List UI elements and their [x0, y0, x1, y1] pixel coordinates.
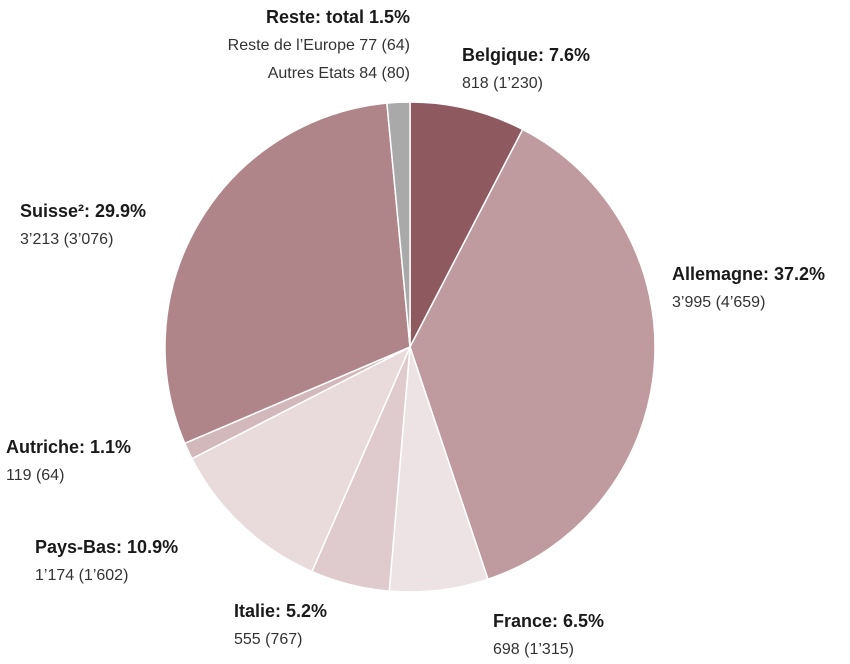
- slice-label: Autriche: 1.1%: [6, 437, 131, 457]
- slice-detail: 3’995 (4’659): [672, 294, 765, 311]
- pie-slice: [164, 102, 411, 445]
- slice-label: Allemagne: 37.2%: [672, 264, 825, 284]
- slice-label: Suisse²: 29.9%: [20, 201, 146, 221]
- slice-detail: 555 (767): [234, 631, 303, 648]
- slice-label: Pays-Bas: 10.9%: [35, 537, 178, 557]
- slice-detail: 698 (1’315): [493, 641, 574, 658]
- slice-detail: Reste de l’Europe 77 (64): [228, 37, 410, 54]
- slice-detail: 1’174 (1’602): [35, 567, 128, 584]
- pie-slice: [409, 128, 656, 581]
- slice-label: Reste: total 1.5%: [266, 7, 410, 27]
- pie-slice: [409, 101, 524, 348]
- slice-detail: 119 (64): [6, 467, 64, 484]
- slice-detail: 818 (1’230): [462, 75, 543, 92]
- slice-label: Italie: 5.2%: [234, 601, 327, 621]
- slice-detail: Autres Etats 84 (80): [268, 65, 410, 82]
- pie-slice: [190, 345, 412, 573]
- slice-label: France: 6.5%: [493, 611, 604, 631]
- slice-detail: 3’213 (3’076): [20, 231, 113, 248]
- pie-slice: [386, 101, 411, 348]
- slice-label: Belgique: 7.6%: [462, 45, 590, 65]
